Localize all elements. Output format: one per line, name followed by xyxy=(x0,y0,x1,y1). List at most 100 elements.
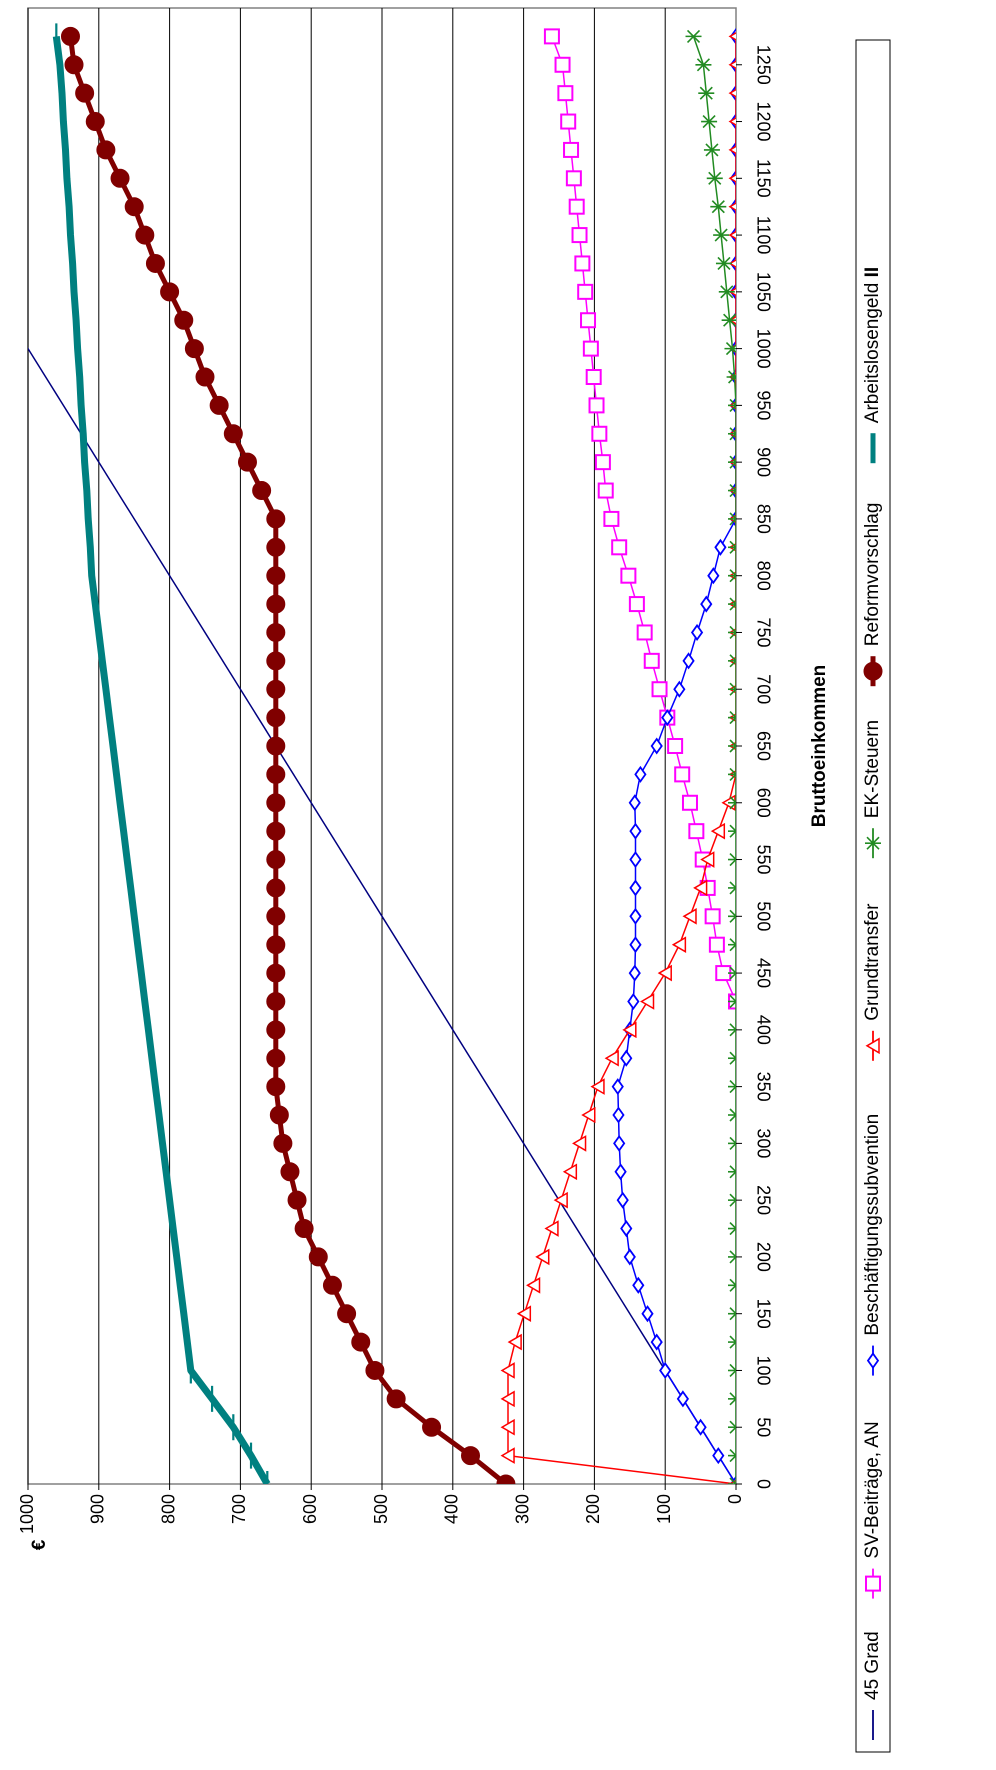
data-point xyxy=(661,709,674,727)
data-point xyxy=(715,256,732,271)
data-point xyxy=(571,227,588,244)
data-point xyxy=(728,682,736,696)
data-point xyxy=(322,1275,342,1295)
x-tick-label: 350 xyxy=(753,1072,773,1102)
x-tick-label: 950 xyxy=(753,390,773,420)
data-point-stroke xyxy=(729,1108,736,1117)
data-point xyxy=(728,398,736,412)
data-point-stroke xyxy=(729,1170,736,1179)
x-tick-label: 1250 xyxy=(753,45,773,85)
data-point xyxy=(266,679,286,699)
data-point xyxy=(728,230,736,240)
data-point-stroke xyxy=(729,625,736,634)
data-point xyxy=(195,367,215,387)
data-point-stroke xyxy=(729,886,736,895)
data-point xyxy=(562,1163,578,1181)
data-point-stroke xyxy=(729,796,736,804)
data-point xyxy=(634,765,647,783)
data-point xyxy=(620,1219,633,1238)
data-point xyxy=(721,313,736,327)
series-reformvorschlag xyxy=(60,26,516,1484)
data-point xyxy=(620,1049,633,1067)
data-point-stroke xyxy=(714,228,728,242)
data-point xyxy=(704,908,721,925)
data-point-stroke xyxy=(866,836,880,850)
data-point xyxy=(500,1418,515,1436)
legend-item: Grundtransfer xyxy=(862,903,883,1061)
y-tick-label: 200 xyxy=(583,1494,603,1524)
data-point xyxy=(507,1333,522,1351)
data-point-stroke xyxy=(729,938,736,946)
data-point-stroke xyxy=(729,517,736,526)
data-point xyxy=(728,259,736,268)
data-point-stroke xyxy=(729,1335,736,1344)
data-point xyxy=(266,1048,286,1068)
data-point xyxy=(543,28,560,45)
data-point xyxy=(693,879,708,897)
data-point-stroke xyxy=(729,1397,736,1406)
data-point xyxy=(577,283,594,300)
data-point xyxy=(269,1105,289,1125)
x-tick-label: 1150 xyxy=(753,159,773,198)
data-point xyxy=(622,1021,637,1039)
data-point-stroke xyxy=(729,1454,736,1463)
y-tick-label: 1000 xyxy=(17,1494,37,1534)
data-point xyxy=(674,766,691,783)
data-point-stroke xyxy=(729,915,736,923)
data-point xyxy=(671,936,687,953)
data-point xyxy=(266,708,286,728)
data-point xyxy=(614,1163,627,1181)
data-point-stroke xyxy=(729,1165,736,1173)
data-point xyxy=(728,202,736,212)
x-tick-label: 300 xyxy=(753,1128,773,1158)
data-point xyxy=(174,310,194,330)
data-point xyxy=(273,1133,293,1153)
data-point-stroke xyxy=(729,971,736,980)
data-point xyxy=(266,537,286,557)
data-point xyxy=(308,1247,328,1267)
data-point xyxy=(124,197,144,217)
data-point-stroke xyxy=(729,1420,736,1429)
data-point xyxy=(611,539,628,556)
data-point-stroke xyxy=(711,200,725,214)
legend-label: Arbeitslosengeld II xyxy=(862,267,883,423)
data-point-stroke xyxy=(729,830,736,838)
y-tick-label: 100 xyxy=(654,1494,674,1524)
data-point xyxy=(580,312,597,329)
data-point-stroke xyxy=(729,1193,736,1202)
data-point-stroke xyxy=(729,1477,736,1484)
data-point xyxy=(728,1080,736,1094)
data-point-stroke xyxy=(729,1221,736,1230)
data-point-stroke xyxy=(729,659,736,668)
data-point xyxy=(237,452,257,472)
data-point xyxy=(620,567,637,584)
data-point xyxy=(728,1108,736,1122)
x-tick-label: 500 xyxy=(753,901,773,931)
x-tick-label: 700 xyxy=(753,674,773,704)
data-point xyxy=(657,964,672,982)
x-tick-label: 800 xyxy=(753,561,773,591)
data-point-stroke xyxy=(729,801,736,810)
data-point-stroke xyxy=(729,943,736,952)
data-point xyxy=(266,509,286,529)
data-point xyxy=(613,1134,626,1152)
data-point-stroke xyxy=(729,1028,736,1037)
data-point xyxy=(574,255,591,272)
data-point xyxy=(728,1420,736,1434)
data-point-stroke xyxy=(723,313,736,327)
data-point xyxy=(590,1078,605,1095)
data-point xyxy=(627,992,640,1011)
data-point xyxy=(266,906,286,926)
data-point xyxy=(685,29,702,43)
series-line xyxy=(52,35,271,1484)
data-point xyxy=(266,736,286,756)
y-tick-label: 900 xyxy=(88,1494,108,1524)
data-point xyxy=(553,1191,568,1209)
x-tick-label: 0 xyxy=(753,1479,773,1489)
data-point xyxy=(603,510,620,527)
data-point xyxy=(728,654,736,668)
data-point xyxy=(60,26,80,46)
data-point xyxy=(96,140,116,160)
data-point xyxy=(604,1049,619,1067)
series-line xyxy=(507,36,736,1484)
